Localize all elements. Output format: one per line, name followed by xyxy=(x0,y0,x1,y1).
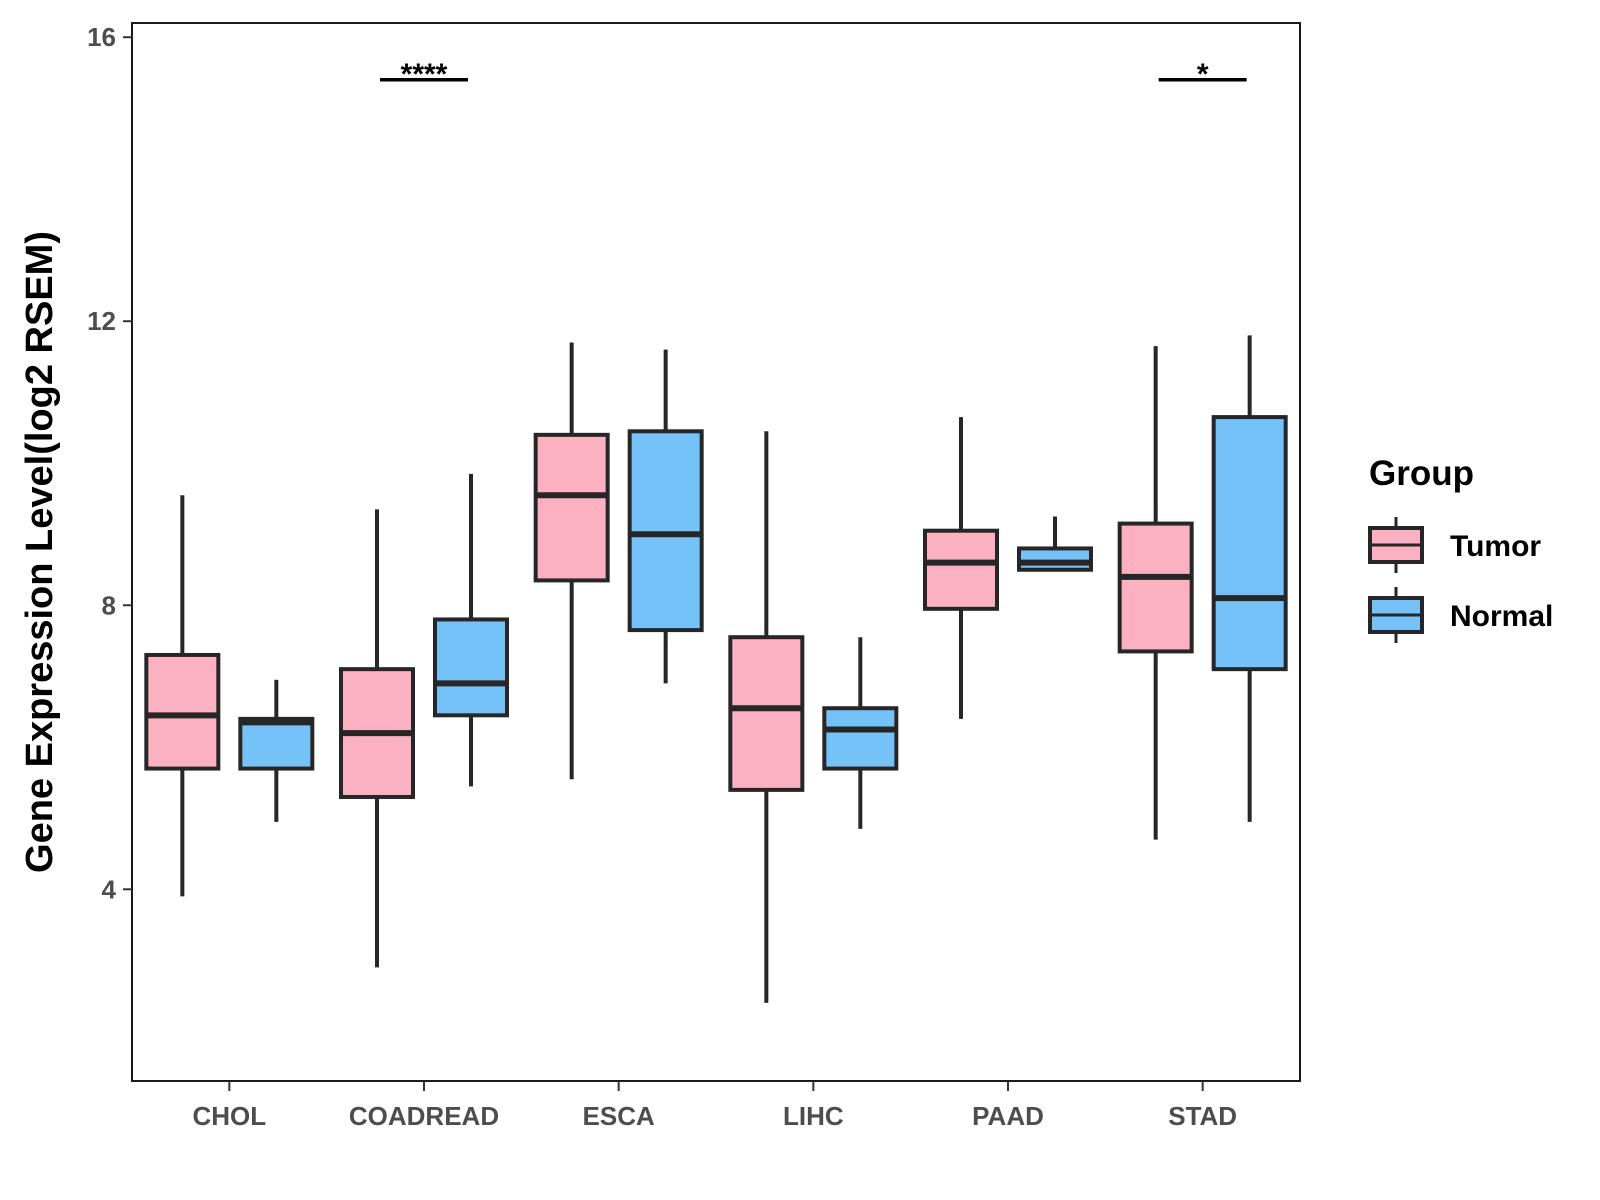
box-iqr xyxy=(1117,521,1194,654)
box-iqr xyxy=(923,528,999,611)
box-iqr xyxy=(238,716,315,771)
significance-label: * xyxy=(1197,58,1209,91)
box-iqr xyxy=(1017,546,1093,572)
x-axis: CHOL COADREAD ESCA LIHC PAAD STAD xyxy=(192,1081,1237,1131)
box-tumor-lihc xyxy=(728,431,805,1003)
significance-label: **** xyxy=(401,58,448,91)
box-tumor-coadread xyxy=(339,509,415,968)
box-normal-stad xyxy=(1211,335,1288,822)
box-iqr xyxy=(1211,415,1288,672)
y-tick-label: 12 xyxy=(87,306,116,336)
box-normal-esca xyxy=(627,349,704,684)
legend-item-normal: Normal xyxy=(1368,587,1553,643)
x-tick-label-esca: ESCA xyxy=(583,1101,655,1131)
box-iqr xyxy=(144,652,221,771)
box-tumor-esca xyxy=(533,342,610,780)
box-iqr xyxy=(533,432,610,583)
legend-label: Normal xyxy=(1450,600,1553,633)
x-tick-label-lihc: LIHC xyxy=(783,1101,844,1131)
legend-item-tumor: Tumor xyxy=(1368,517,1541,573)
y-tick-label: 16 xyxy=(87,22,116,52)
y-tick-label: 8 xyxy=(102,590,116,620)
x-tick-label-coadread: COADREAD xyxy=(349,1101,499,1131)
y-axis-title: Gene Expression Level(log2 RSEM) xyxy=(19,231,61,873)
box-tumor-stad xyxy=(1117,346,1194,840)
box-iqr xyxy=(822,706,899,771)
x-tick-label-stad: STAD xyxy=(1168,1101,1237,1131)
box-normal-paad xyxy=(1017,516,1093,572)
box-iqr xyxy=(433,617,509,718)
box-series xyxy=(144,335,1288,1003)
legend-label: Tumor xyxy=(1450,530,1541,563)
plot-panel-border xyxy=(131,22,1301,1082)
box-normal-coadread xyxy=(433,473,509,787)
box-iqr xyxy=(728,635,805,792)
box-tumor-chol xyxy=(144,495,221,897)
box-iqr xyxy=(627,429,704,633)
y-axis: 4 8 12 16 xyxy=(87,22,132,904)
y-tick-label: 4 xyxy=(102,874,117,904)
box-normal-lihc xyxy=(822,637,899,829)
box-tumor-paad xyxy=(923,417,999,719)
x-tick-label-paad: PAAD xyxy=(972,1101,1044,1131)
legend: Group Tumor Normal xyxy=(1368,454,1553,643)
significance-annotations: **** * xyxy=(380,58,1247,91)
box-normal-chol xyxy=(238,679,315,822)
legend-title: Group xyxy=(1369,454,1474,493)
x-tick-label-chol: CHOL xyxy=(192,1101,266,1131)
